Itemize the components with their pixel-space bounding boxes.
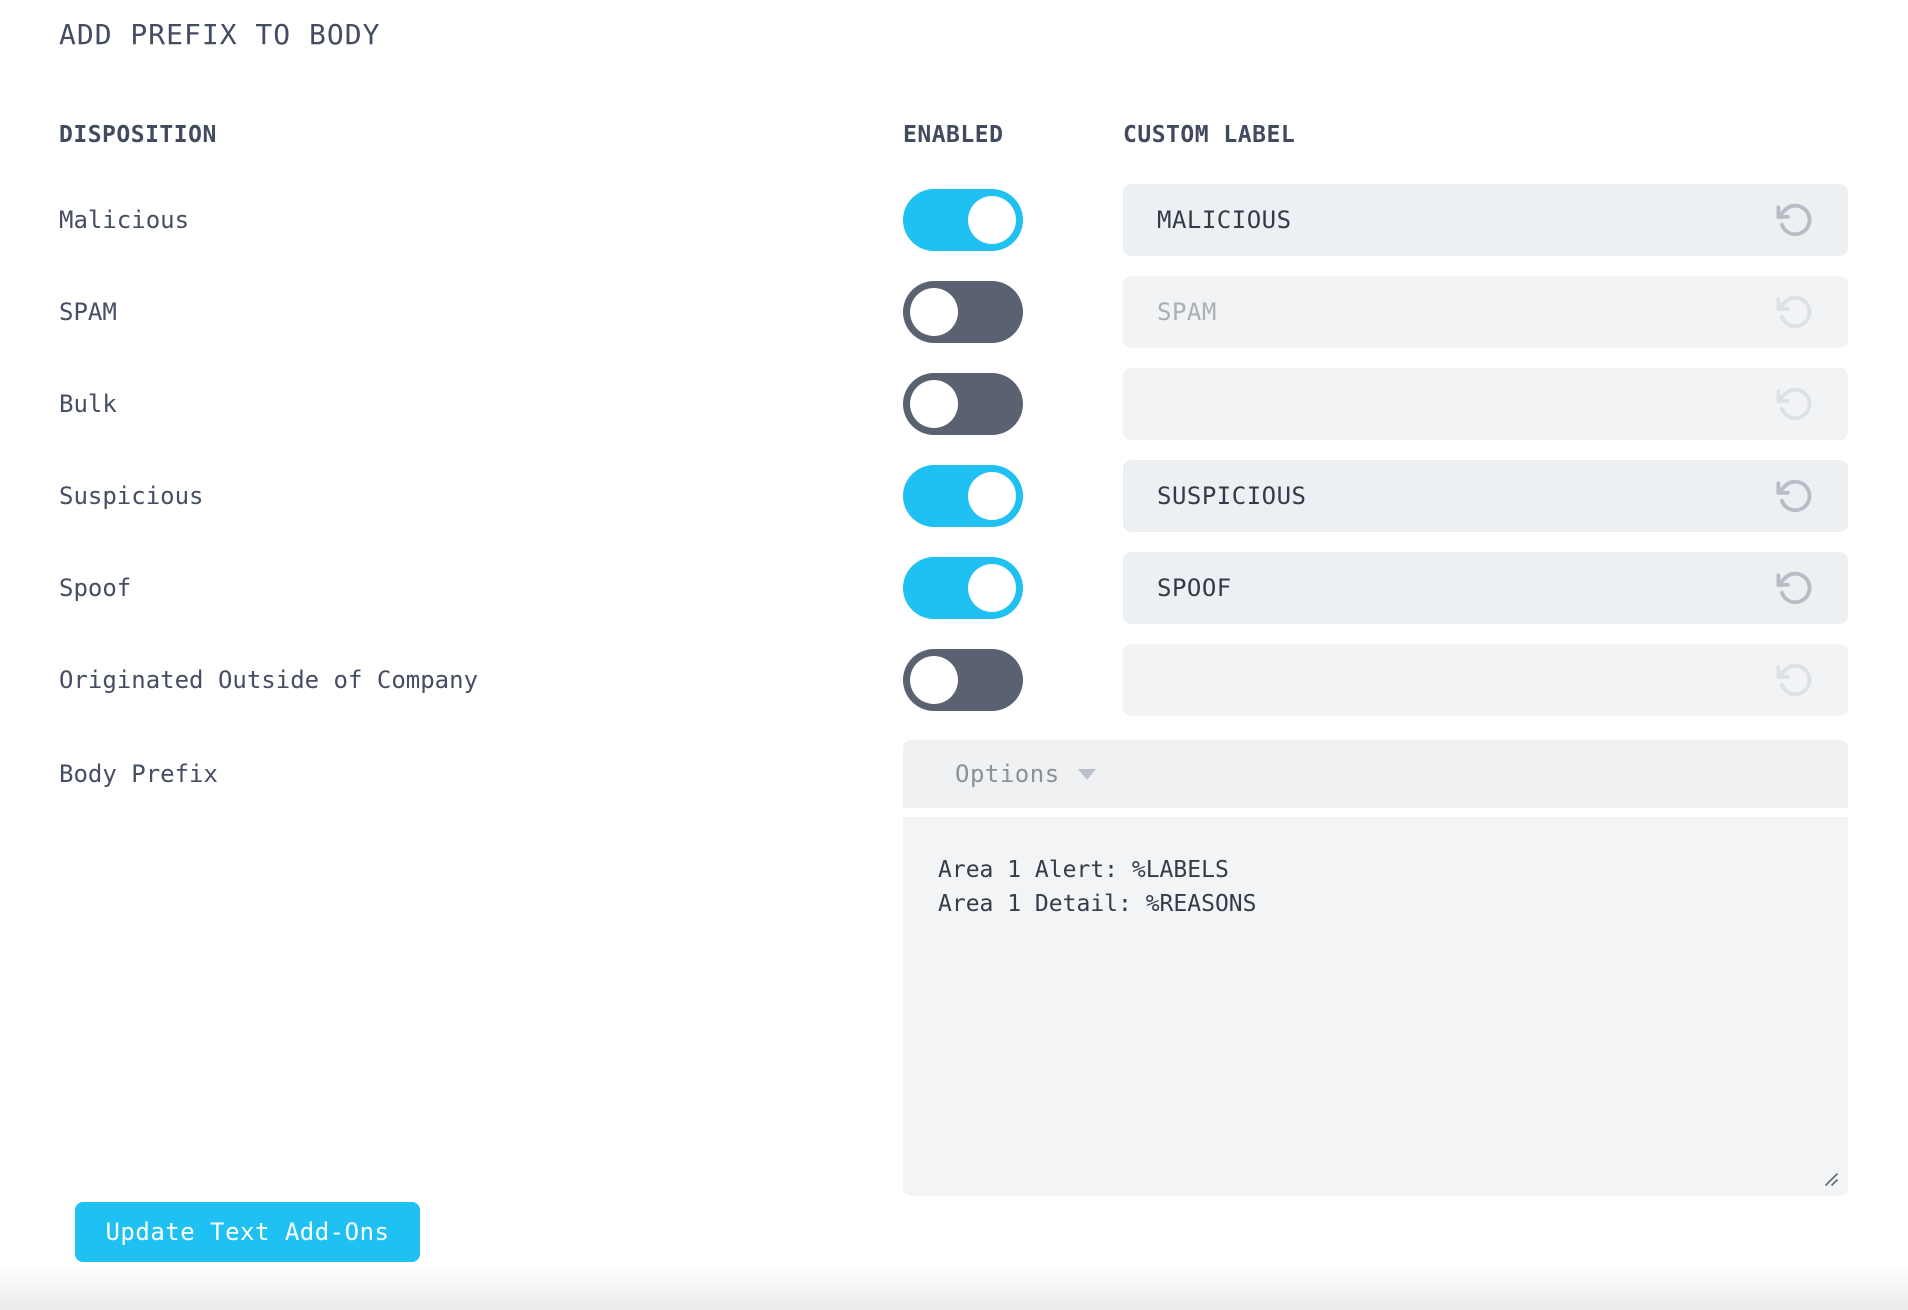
toggle-knob bbox=[910, 288, 958, 336]
body-prefix-row: Body Prefix Options Area 1 Alert: %LABEL… bbox=[59, 740, 1848, 1196]
enabled-toggle[interactable] bbox=[903, 649, 1023, 711]
header-custom-label: CUSTOM LABEL bbox=[1123, 122, 1296, 148]
disposition-label: SPAM bbox=[59, 298, 117, 326]
table-row-spam: SPAM bbox=[59, 266, 1848, 358]
table-row-suspicious: Suspicious bbox=[59, 450, 1848, 542]
header-disposition: DISPOSITION bbox=[59, 122, 217, 148]
toggle-knob bbox=[968, 564, 1016, 612]
enabled-toggle[interactable] bbox=[903, 373, 1023, 435]
enabled-toggle[interactable] bbox=[903, 281, 1023, 343]
footer-gradient bbox=[0, 1264, 1908, 1310]
custom-label-input[interactable] bbox=[1123, 184, 1848, 256]
custom-label-input[interactable] bbox=[1123, 552, 1848, 624]
custom-label-field bbox=[1123, 184, 1848, 256]
disposition-rows: Malicious SPAM bbox=[59, 174, 1848, 726]
reset-icon[interactable] bbox=[1776, 385, 1814, 423]
enabled-toggle[interactable] bbox=[903, 557, 1023, 619]
custom-label-input[interactable] bbox=[1123, 368, 1848, 440]
reset-icon[interactable] bbox=[1776, 569, 1814, 607]
body-prefix-editor: Options Area 1 Alert: %LABELS Area 1 Det… bbox=[903, 740, 1848, 1196]
custom-label-field bbox=[1123, 552, 1848, 624]
custom-label-field bbox=[1123, 276, 1848, 348]
disposition-label: Originated Outside of Company bbox=[59, 666, 479, 694]
reset-icon[interactable] bbox=[1776, 661, 1814, 699]
body-prefix-label: Body Prefix bbox=[59, 760, 218, 788]
disposition-label: Malicious bbox=[59, 206, 190, 234]
custom-label-field bbox=[1123, 460, 1848, 532]
toggle-knob bbox=[968, 196, 1016, 244]
table-row-originated-outside: Originated Outside of Company bbox=[59, 634, 1848, 726]
toggle-knob bbox=[910, 380, 958, 428]
custom-label-field bbox=[1123, 644, 1848, 716]
table-row-bulk: Bulk bbox=[59, 358, 1848, 450]
custom-label-input[interactable] bbox=[1123, 644, 1848, 716]
update-text-addons-button[interactable]: Update Text Add-Ons bbox=[75, 1202, 420, 1262]
custom-label-input[interactable] bbox=[1123, 276, 1848, 348]
table-row-malicious: Malicious bbox=[59, 174, 1848, 266]
header-enabled: ENABLED bbox=[903, 122, 1004, 148]
custom-label-field bbox=[1123, 368, 1848, 440]
toggle-knob bbox=[910, 656, 958, 704]
disposition-label: Bulk bbox=[59, 390, 117, 418]
toggle-knob bbox=[968, 472, 1016, 520]
reset-icon[interactable] bbox=[1776, 477, 1814, 515]
chevron-down-icon bbox=[1077, 768, 1096, 780]
enabled-toggle[interactable] bbox=[903, 465, 1023, 527]
reset-icon[interactable] bbox=[1776, 201, 1814, 239]
enabled-toggle[interactable] bbox=[903, 189, 1023, 251]
reset-icon[interactable] bbox=[1776, 293, 1814, 331]
custom-label-input[interactable] bbox=[1123, 460, 1848, 532]
resize-handle[interactable] bbox=[1822, 1170, 1840, 1188]
table-row-spoof: Spoof bbox=[59, 542, 1848, 634]
disposition-label: Suspicious bbox=[59, 482, 204, 510]
body-prefix-textarea[interactable]: Area 1 Alert: %LABELS Area 1 Detail: %RE… bbox=[903, 817, 1848, 1196]
page-title: ADD PREFIX TO BODY bbox=[59, 18, 381, 51]
options-dropdown-label: Options bbox=[955, 760, 1060, 788]
settings-panel: ADD PREFIX TO BODY DISPOSITION ENABLED C… bbox=[59, 18, 1848, 1262]
options-dropdown[interactable]: Options bbox=[903, 740, 1848, 808]
table-header-row: DISPOSITION ENABLED CUSTOM LABEL bbox=[59, 112, 1848, 158]
disposition-label: Spoof bbox=[59, 574, 132, 602]
